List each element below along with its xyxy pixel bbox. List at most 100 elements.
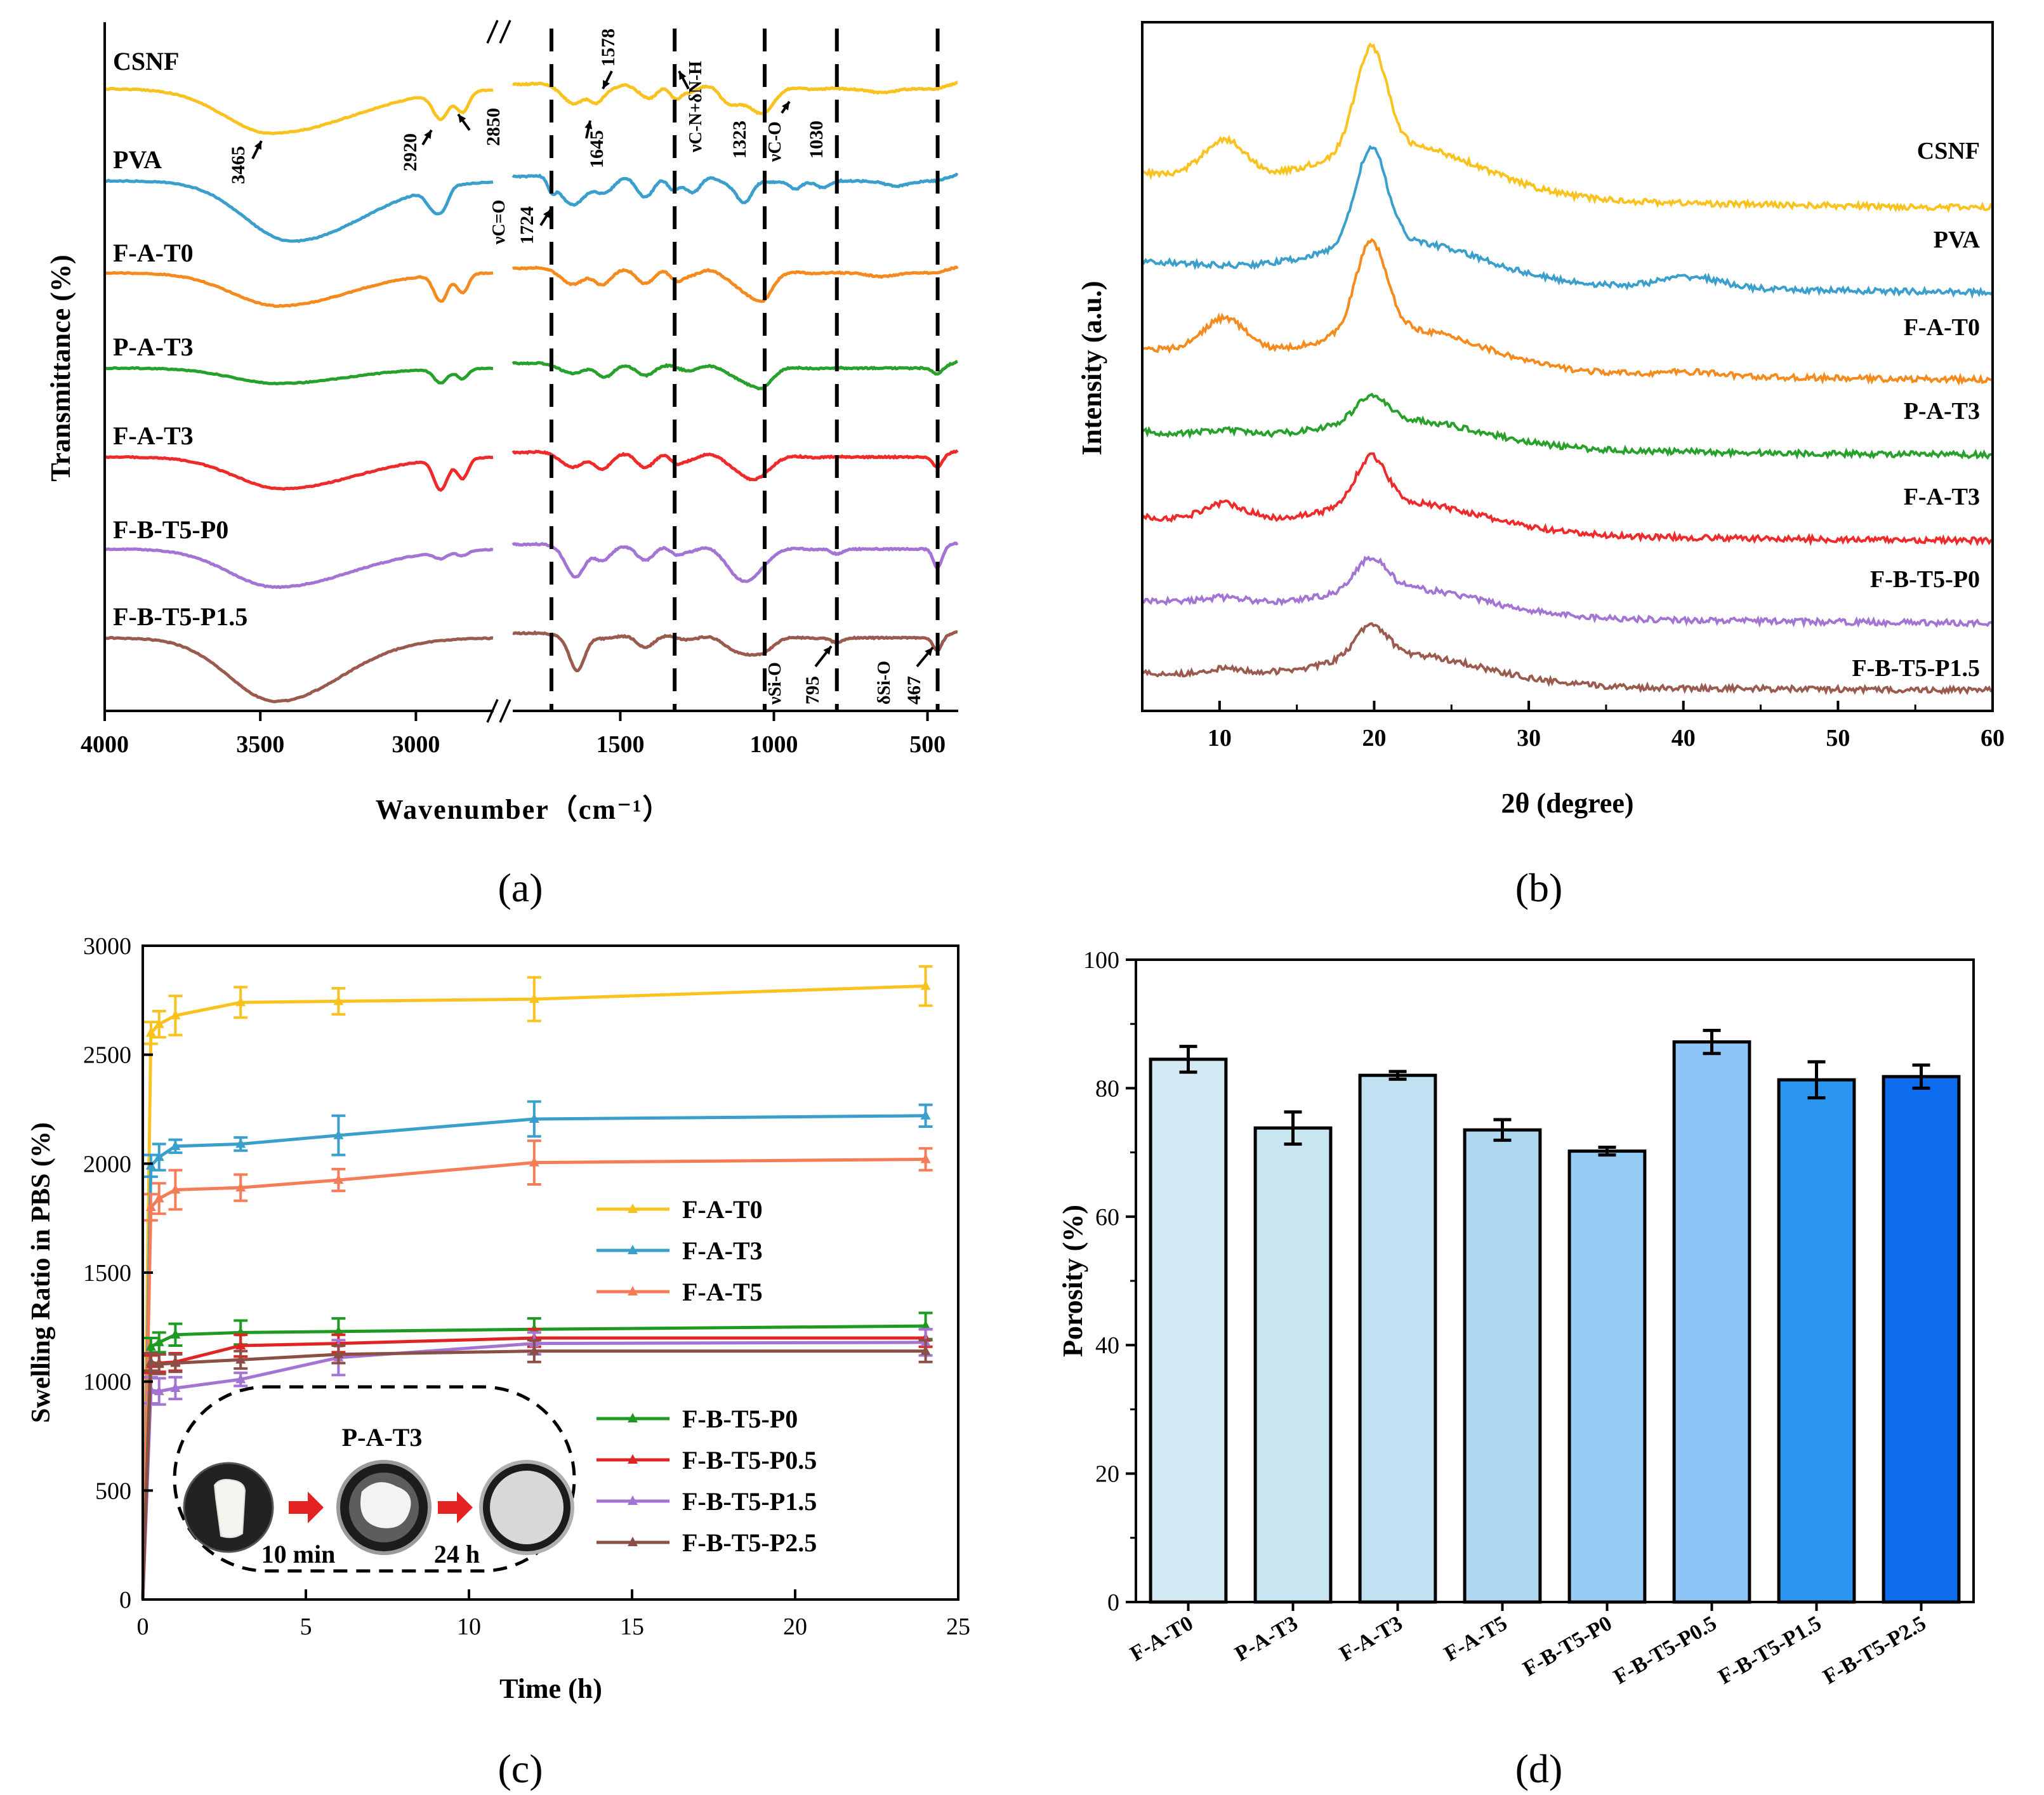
inset-sample-dry: [213, 1479, 246, 1539]
b-series-label: F-A-T3: [1904, 484, 1980, 510]
panel-b-xrd: 10 20 30 40 50 60 Intensity (a.u.) 2θ (degree…: [1076, 21, 2005, 910]
b-patterns: [1141, 42, 1994, 696]
c-point-marker: [170, 1140, 181, 1150]
c-series-F-B-T5-P2.5: [141, 1339, 933, 1600]
c-inset-photos: P-A-T3 10 min 24 h: [173, 1385, 576, 1573]
annot-1724: 1724: [517, 206, 537, 244]
a-series-F-A-T3-left: [104, 454, 494, 492]
d-y-tick-label: 80: [1095, 1075, 1119, 1102]
b-series-label: F-B-T5-P0: [1870, 566, 1980, 593]
c-x-tick-label: 0: [137, 1613, 149, 1640]
c-point-marker: [154, 1386, 164, 1396]
c-x-tick-label: 15: [620, 1613, 644, 1640]
d-bar-F-B-T5-P2.5: [1882, 1075, 1961, 1604]
b-series-P-A-T3: [1142, 392, 1993, 460]
c-point-marker: [170, 1009, 181, 1019]
c-point-marker: [235, 1182, 246, 1192]
c-x-tick-label: 10: [457, 1613, 481, 1640]
annotation-arrow-head: [254, 141, 261, 150]
a-series-label: CSNF: [113, 47, 179, 76]
c-series-F-A-T0: [141, 965, 933, 1600]
a-series-CSNF-right: [511, 81, 958, 116]
c-point-marker: [920, 1320, 931, 1330]
c-y-tick-label: 1500: [83, 1260, 131, 1287]
annot-vsio: νSi-O: [765, 662, 785, 705]
c-point-marker: [235, 997, 246, 1007]
annotation-arrow-head: [424, 130, 432, 139]
annot-vco-724: νC=O: [489, 200, 509, 245]
annot-vcn: νC-N+δN-H: [686, 61, 706, 153]
c-x-tick-label: 25: [946, 1613, 970, 1640]
d-y-tick-label: 100: [1083, 947, 1119, 974]
b-series-F-A-T0: [1142, 237, 1994, 386]
c-point-marker: [529, 993, 539, 1003]
annot-dsio: δSi-O: [874, 661, 894, 705]
c-legend-marker: [628, 1537, 638, 1546]
a-series-label: F-B-T5-P1.5: [113, 602, 247, 631]
b-series-F-B-T5-P1.5: [1142, 622, 1993, 696]
annot-1645: 1645: [586, 130, 607, 168]
d-bar-F-A-T0: [1149, 1057, 1228, 1604]
c-point-marker: [333, 1174, 344, 1184]
annotation-arrow-head: [584, 121, 593, 129]
c-ticks: 0 5 10 15 20 25 0 500 1000 1500 2000 2500 3000: [83, 933, 970, 1640]
b-x-tick-label: 50: [1826, 725, 1850, 752]
c-point-marker: [170, 1357, 181, 1367]
a-series-P-A-T3-right: [511, 360, 958, 391]
c-legend-label: F-A-T0: [682, 1195, 763, 1224]
annot-vco: νC-O: [765, 121, 785, 162]
b-series-labels: CSNF PVA F-A-T0 P-A-T3 F-A-T3 F-B-T5-P0 F-B-T5…: [1852, 138, 1980, 682]
b-plot-frame: [1141, 21, 1994, 712]
c-point-marker: [333, 1129, 344, 1139]
b-series-label: F-B-T5-P1.5: [1852, 655, 1980, 682]
c-point-marker: [170, 1328, 181, 1339]
c-legend-marker: [628, 1286, 638, 1295]
d-bar-F-B-T5-P0: [1567, 1149, 1647, 1604]
a-x-tick-label: 1000: [750, 731, 798, 758]
c-point-marker: [170, 1184, 181, 1194]
a-series-label: F-B-T5-P0: [113, 515, 228, 544]
a-series-label: PVA: [113, 145, 162, 174]
inset-arrow-2: [438, 1492, 473, 1523]
a-y-label: Transmittance (%): [45, 255, 76, 481]
c-point-marker: [333, 1348, 344, 1358]
annotation-arrow-head: [823, 646, 831, 655]
c-point-marker: [333, 995, 344, 1005]
d-bar-F-A-T3: [1358, 1073, 1437, 1604]
a-series-F-A-T3-right: [511, 449, 959, 482]
annot-2850: 2850: [483, 108, 504, 146]
d-panel-label: (d): [1515, 1746, 1563, 1791]
b-series-label: CSNF: [1917, 138, 1980, 164]
panel-a-ftir: 4000 3500 3000 1500 1000 500 Transmittance (%…: [45, 13, 959, 910]
d-y-tick-label: 60: [1095, 1204, 1119, 1231]
annot-1030: 1030: [806, 121, 827, 159]
b-series-label: PVA: [1934, 227, 1981, 253]
a-series-CSNF-left: [104, 87, 494, 135]
annotation-arrow-head: [543, 209, 551, 218]
b-x-tick-label: 60: [1981, 725, 2005, 752]
b-x-tick-label: 30: [1517, 725, 1541, 752]
a-peak-annotations: 3465 2920 2850 1645 1578 νC-N+δN-H 1323 νC-O 103…: [228, 29, 934, 705]
b-series-F-B-T5-P0: [1141, 555, 1994, 629]
a-series-label: F-A-T3: [113, 421, 194, 450]
inset-label: P-A-T3: [342, 1423, 423, 1452]
b-x-tick-label: 10: [1208, 725, 1232, 752]
c-point-marker: [145, 1027, 156, 1037]
c-x-label: Time (h): [499, 1673, 602, 1704]
b-series-CSNF: [1142, 42, 1994, 213]
b-series-PVA: [1141, 145, 1994, 299]
c-legend-label: F-B-T5-P0.5: [682, 1446, 817, 1474]
c-point-marker: [170, 1382, 181, 1392]
b-y-label: Intensity (a.u.): [1076, 281, 1107, 455]
annotation-arrow-head: [781, 102, 789, 110]
a-x-ticks: 4000 3500 3000 1500 1000 500: [81, 711, 946, 758]
c-legend-label: F-B-T5-P0: [682, 1405, 798, 1433]
annot-2920: 2920: [400, 133, 421, 171]
c-legend-label: F-B-T5-P1.5: [682, 1487, 817, 1516]
d-y-tick-label: 40: [1095, 1332, 1119, 1359]
c-x-tick-label: 20: [783, 1613, 807, 1640]
b-series-label: P-A-T3: [1904, 398, 1980, 425]
a-dashed-lines: [550, 29, 940, 711]
a-x-tick-label: 3500: [236, 731, 284, 758]
